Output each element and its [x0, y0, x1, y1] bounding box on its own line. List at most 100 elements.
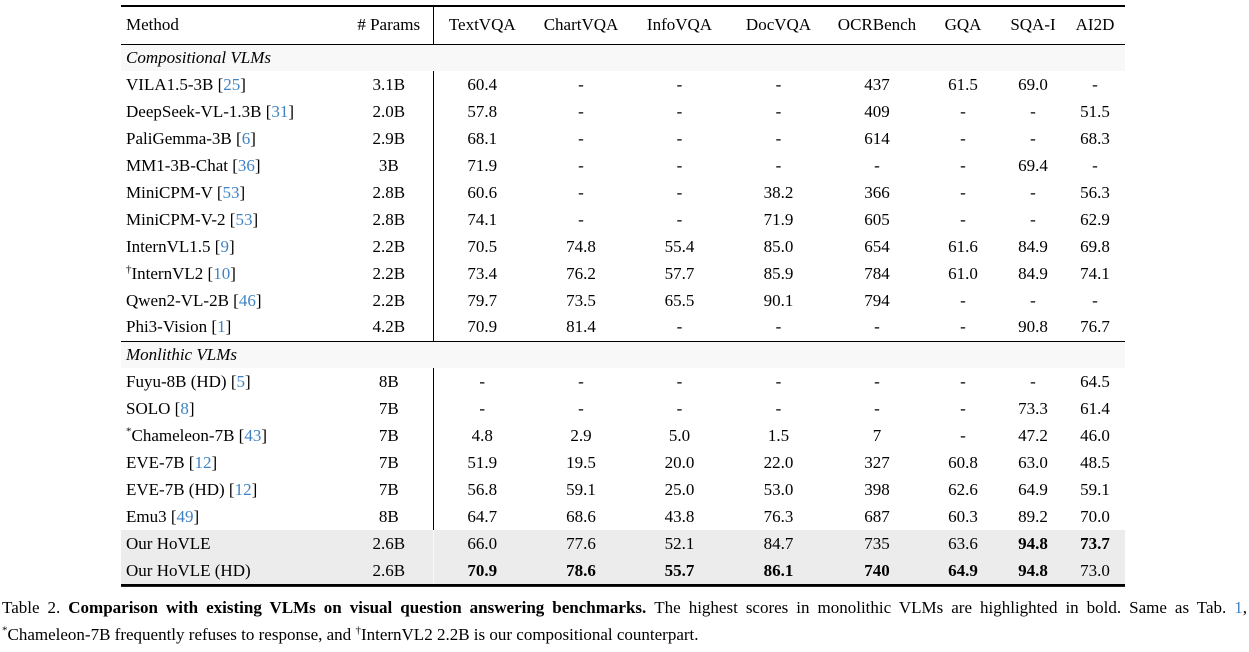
table-row: EVE-7B (HD) [12] 7B 56.8 59.1 25.0 53.0 398 62.…	[121, 476, 1125, 503]
score-cell: -	[1092, 74, 1098, 94]
dagger-marker: †	[355, 624, 361, 637]
score-cell: 57.8	[432, 98, 531, 125]
params-cell: 7B	[378, 479, 399, 499]
score-cell: -	[676, 317, 683, 337]
citation-link[interactable]: 43	[244, 425, 262, 445]
score-cell: 76.2	[566, 263, 596, 283]
score-cell: -	[960, 371, 966, 391]
score-cell: 66.0	[432, 530, 531, 557]
table-row: Emu3 [49] 8B 64.7 68.6 43.8 76.3 687 60.3 89.2 70…	[121, 503, 1125, 530]
score-cell: 70.9	[432, 557, 531, 584]
citation-link[interactable]: 25	[223, 74, 241, 94]
citation-link[interactable]: 53	[222, 182, 240, 202]
score-cell: 784	[864, 263, 890, 283]
method-cell: MiniCPM-V [53]	[126, 182, 246, 202]
score-cell: -	[1030, 182, 1036, 202]
header-row: Method # Params TextVQA ChartVQA InfoVQA DocV…	[121, 6, 1125, 45]
score-cell: 51.5	[1080, 101, 1110, 121]
table-row: MM1-3B-Chat [36] 3B 71.9 - - - - - 69.4 -	[121, 152, 1125, 179]
method-cell: PaliGemma-3B [6]	[126, 128, 256, 148]
score-cell: 605	[864, 209, 890, 229]
params-cell: 3B	[378, 155, 399, 175]
caption-body-2: ,	[1242, 598, 1247, 617]
table-row: InternVL1.5 [9] 2.2B 70.5 74.8 55.4 85.0 654 61…	[121, 233, 1125, 260]
params-cell: 7B	[378, 425, 399, 445]
caption-body-1: The highest scores in monolithic VLMs ar…	[654, 598, 1235, 617]
params-cell: 2.6B	[372, 533, 406, 553]
citation-link[interactable]: 36	[237, 155, 255, 175]
score-cell: -	[676, 182, 683, 202]
method-cell: EVE-7B (HD) [12]	[126, 479, 258, 499]
score-cell: 7	[872, 425, 882, 445]
table-ref-link[interactable]: 1	[1234, 598, 1243, 617]
score-cell: 2.9	[570, 425, 592, 445]
citation-link[interactable]: 8	[180, 398, 189, 418]
citation-link[interactable]: 9	[220, 236, 229, 256]
score-cell: -	[578, 155, 584, 175]
score-cell: -	[775, 128, 782, 148]
citation-link[interactable]: 10	[213, 263, 231, 283]
citation-link[interactable]: 53	[235, 209, 253, 229]
score-cell: 22.0	[763, 452, 794, 472]
citation-link[interactable]: 46	[238, 290, 256, 310]
table-row: Qwen2-VL-2B [46] 2.2B 79.7 73.5 65.5 90.1 794 -…	[121, 287, 1125, 314]
score-cell: 654	[864, 236, 890, 256]
score-cell: 366	[864, 182, 890, 202]
citation-link[interactable]: 12	[194, 452, 212, 472]
score-cell: 60.3	[948, 506, 978, 526]
citation-link[interactable]: 5	[236, 371, 246, 391]
score-cell: 1.5	[767, 425, 790, 445]
score-cell: 687	[864, 506, 890, 526]
method-cell: *Chameleon-7B [43]	[126, 424, 268, 445]
params-cell: 2.2B	[372, 236, 406, 256]
citation-link[interactable]: 6	[241, 128, 251, 148]
section-row: Monlithic VLMs	[121, 340, 1125, 368]
score-cell: 77.6	[566, 533, 596, 553]
score-cell: 740	[864, 560, 890, 580]
score-cell: 64.9	[1018, 479, 1048, 499]
method-marker: *	[126, 424, 132, 437]
score-cell: -	[676, 371, 683, 391]
score-cell: 56.8	[432, 476, 531, 503]
table-row: †InternVL2 [10] 2.2B 73.4 76.2 57.7 85.9 784 61…	[121, 260, 1125, 287]
params-cell: 2.2B	[372, 290, 406, 310]
asterisk-marker: *	[2, 624, 8, 637]
score-cell: 51.9	[432, 449, 531, 476]
score-cell: 69.8	[1080, 236, 1110, 256]
score-cell: -	[1092, 155, 1098, 175]
score-cell: -	[960, 317, 966, 337]
score-cell: 90.8	[1018, 317, 1048, 337]
score-cell: -	[1030, 290, 1036, 310]
score-cell: -	[432, 395, 531, 422]
score-cell: 71.9	[432, 152, 531, 179]
score-cell: 56.3	[1080, 182, 1110, 202]
score-cell: 73.4	[432, 260, 531, 287]
score-cell: -	[1092, 290, 1098, 310]
citation-link[interactable]: 12	[234, 479, 252, 499]
results-table-wrap: Method # Params TextVQA ChartVQA InfoVQA DocV…	[121, 5, 1125, 587]
citation-link[interactable]: 1	[217, 317, 226, 337]
score-cell: 74.8	[566, 236, 596, 256]
citation-link[interactable]: 49	[176, 506, 194, 526]
score-cell: 5.0	[668, 425, 691, 445]
score-cell: 63.6	[948, 533, 978, 553]
method-cell: MiniCPM-V-2 [53]	[126, 209, 259, 229]
score-cell: -	[676, 209, 683, 229]
params-cell: 7B	[378, 398, 399, 418]
score-cell: -	[1030, 101, 1036, 121]
method-cell: Emu3 [49]	[126, 506, 200, 526]
score-cell: 85.0	[763, 236, 794, 256]
score-cell: 55.4	[664, 236, 695, 256]
score-cell: 61.4	[1080, 398, 1110, 418]
column-header: # Params	[345, 6, 433, 45]
table-row: *Chameleon-7B [43] 7B 4.8 2.9 5.0 1.5 7 - 47.2 46…	[121, 422, 1125, 449]
score-cell: -	[874, 317, 880, 337]
method-cell: Our HoVLE	[126, 533, 211, 553]
score-cell: 4.8	[432, 422, 531, 449]
score-cell: -	[775, 398, 782, 418]
citation-link[interactable]: 31	[271, 101, 289, 121]
column-header: InfoVQA	[631, 6, 728, 45]
params-cell: 2.9B	[372, 128, 406, 148]
table-row: EVE-7B [12] 7B 51.9 19.5 20.0 22.0 327 60.8 63.0…	[121, 449, 1125, 476]
score-cell: 61.5	[948, 74, 978, 94]
